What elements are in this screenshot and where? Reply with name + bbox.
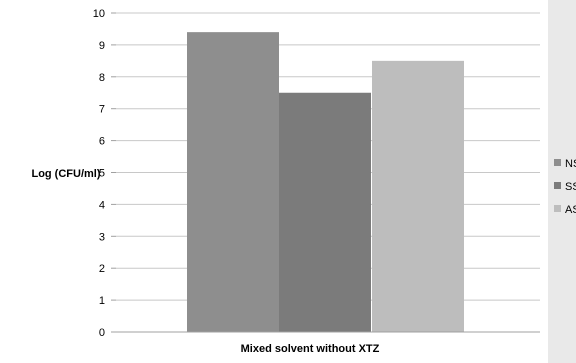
- y-tick-label: 4: [99, 199, 105, 211]
- y-axis-title: Log (CFU/ml): [31, 168, 100, 180]
- y-tick-label: 10: [93, 8, 105, 20]
- y-tick-label: 5: [99, 168, 105, 180]
- y-tick-label: 0: [99, 327, 105, 339]
- bar-ss: [279, 92, 371, 332]
- y-tick-label: 9: [99, 40, 105, 52]
- legend-swatch-ss: [554, 182, 561, 189]
- x-axis-title: Mixed solvent without XTZ: [241, 343, 380, 355]
- legend-label-ss: SS: [565, 181, 576, 193]
- bars: [187, 32, 464, 332]
- bar-as: [372, 60, 464, 332]
- legend-label-as: AS: [565, 204, 576, 216]
- legend-swatch-ns: [554, 159, 561, 166]
- y-tick-label: 2: [99, 263, 105, 275]
- y-tick-label: 6: [99, 136, 105, 148]
- legend-swatch-as: [554, 205, 561, 212]
- y-tick-label: 8: [99, 72, 105, 84]
- y-tick-label: 3: [99, 231, 105, 243]
- legend-label-ns: NS: [565, 158, 576, 170]
- y-tick-labels: 0 1 2 3 4 5 6 7 8 9 10: [93, 8, 116, 339]
- legend: NS SS AS: [554, 158, 576, 216]
- y-tick-label: 1: [99, 295, 105, 307]
- y-tick-label: 7: [99, 104, 105, 116]
- bar-ns: [187, 32, 279, 332]
